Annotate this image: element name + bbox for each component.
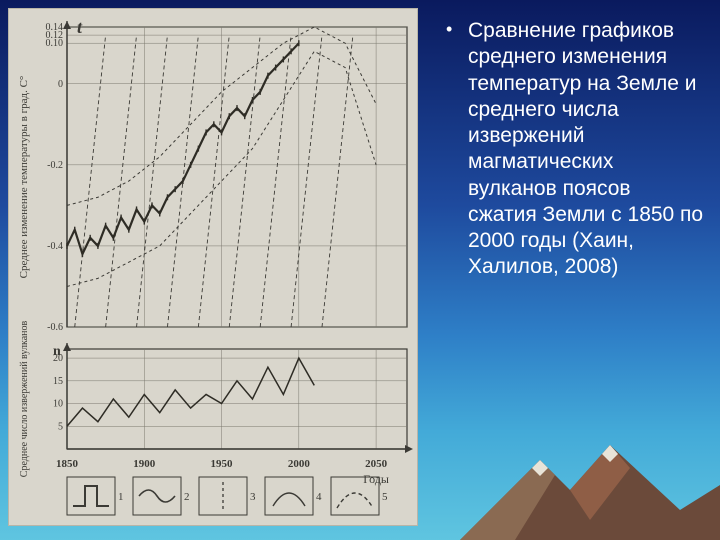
svg-text:2050: 2050 xyxy=(365,458,388,470)
svg-text:-0.4: -0.4 xyxy=(47,241,63,252)
svg-text:1950: 1950 xyxy=(211,458,234,470)
svg-text:Годы: Годы xyxy=(363,472,389,486)
svg-text:0: 0 xyxy=(58,79,63,90)
svg-text:5: 5 xyxy=(382,491,388,503)
svg-text:1900: 1900 xyxy=(133,458,156,470)
caption-text: Сравнение графиков среднего изменения те… xyxy=(468,18,704,281)
svg-text:15: 15 xyxy=(53,376,63,387)
svg-text:0.14: 0.14 xyxy=(46,22,64,33)
svg-text:1: 1 xyxy=(118,491,124,503)
svg-text:5: 5 xyxy=(58,421,63,432)
svg-text:2: 2 xyxy=(184,491,190,503)
svg-text:10: 10 xyxy=(53,399,63,410)
svg-text:2000: 2000 xyxy=(288,458,311,470)
svg-text:3: 3 xyxy=(250,491,256,503)
svg-text:Среднее число извержений вулка: Среднее число извержений вулканов xyxy=(19,321,30,478)
svg-text:Среднее изменение температуры: Среднее изменение температуры в град. C° xyxy=(18,76,30,279)
mountain-decor xyxy=(420,430,720,540)
bullet-icon: • xyxy=(446,22,460,36)
svg-text:n: n xyxy=(53,344,61,359)
svg-text:4: 4 xyxy=(316,491,322,503)
scanned-figure: -0.6-0.4-0.200.20.40.60.80.100.120.14tСр… xyxy=(8,8,418,526)
chart-svg: -0.6-0.4-0.200.20.40.60.80.100.120.14tСр… xyxy=(9,9,417,525)
svg-text:1850: 1850 xyxy=(56,458,79,470)
svg-text:-0.6: -0.6 xyxy=(47,322,63,333)
svg-text:-0.2: -0.2 xyxy=(47,160,63,171)
